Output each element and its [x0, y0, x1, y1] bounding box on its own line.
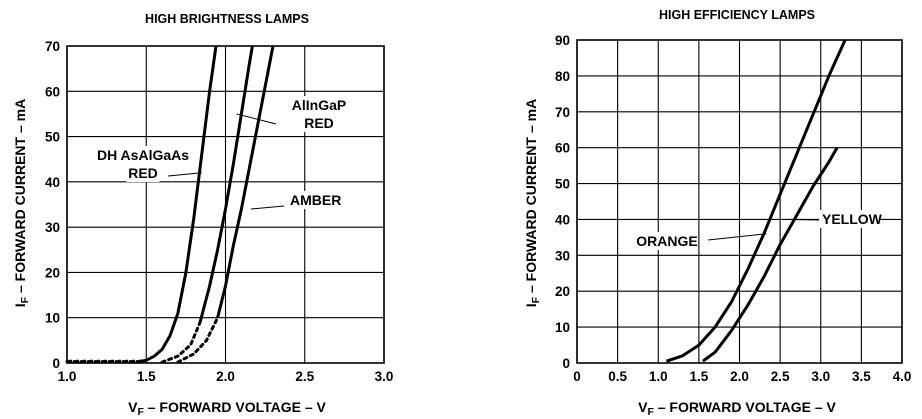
x-tick-label: 3.0 — [375, 369, 394, 384]
annotation-backdrop — [637, 232, 697, 250]
y-tick-label: 30 — [555, 248, 570, 263]
series-annotation-label: RED — [128, 165, 158, 181]
tick-labels: 0 0.5 1.0 1.5 2.0 2.5 3.0 3.5 4.0 0 10 20 30 40 50 60 70… — [555, 33, 911, 384]
x-tick-label: 2.5 — [295, 369, 314, 384]
x-axis-label: VF – FORWARD VOLTAGE – V — [638, 399, 836, 418]
y-axis-label: IF – FORWARD CURRENT – mA — [12, 99, 31, 307]
y-tick-label: 60 — [45, 84, 60, 99]
series-line-dotted-alingap-red — [160, 320, 202, 364]
x-tick-label: 1.0 — [649, 369, 668, 384]
x-tick-label: 1.5 — [689, 369, 708, 384]
series-annotation-label: AMBER — [290, 192, 341, 208]
series-annotation-label: RED — [304, 115, 334, 131]
y-tick-label: 60 — [555, 141, 570, 156]
x-tick-label: 3.5 — [852, 369, 871, 384]
annotation-leader-line — [789, 218, 820, 221]
series-line-yellow — [702, 146, 839, 363]
y-tick-label: 80 — [555, 69, 570, 84]
y-tick-label: 50 — [555, 177, 570, 192]
annotation-leader-line — [707, 233, 767, 241]
y-tick-label: 0 — [562, 356, 570, 371]
chart-title-high-efficiency: HIGH EFFICIENCY LAMPS — [659, 8, 815, 22]
series-annotation-label: AlInGaP — [292, 97, 346, 113]
x-tick-label: 2.5 — [771, 369, 790, 384]
annotation-backdrop — [287, 191, 338, 209]
chart-title-high-brightness: HIGH BRIGHTNESS LAMPS — [145, 12, 309, 26]
y-tick-label: 20 — [555, 284, 570, 299]
x-tick-label: 0 — [573, 369, 581, 384]
x-tick-label: 0.5 — [608, 369, 627, 384]
x-tick-label: 1.0 — [58, 369, 77, 384]
series-line-dh-asalgaas-red — [138, 45, 218, 364]
annotation-backdrop — [302, 114, 336, 132]
y-tick-label: 10 — [555, 320, 570, 335]
series-annotation-label: YELLOW — [822, 211, 883, 227]
annotation-backdrop — [90, 146, 196, 164]
x-tick-label: 4.0 — [893, 369, 912, 384]
annotation-group: DH AsAlGaAs RED AlInGaP RED AMBER — [90, 96, 354, 210]
chart-high-brightness-lamps: HIGH BRIGHTNESS LAMPS DH AsAlGaAs RED AlIn… — [12, 12, 393, 418]
annotation-backdrop — [819, 210, 879, 228]
y-tick-label: 70 — [555, 105, 570, 120]
x-tick-label: 1.5 — [137, 369, 156, 384]
y-tick-label: 40 — [45, 175, 60, 190]
y-axis-label: IF – FORWARD CURRENT – mA — [523, 99, 542, 307]
y-tick-label: 30 — [45, 220, 60, 235]
series-line-amber — [216, 45, 275, 319]
y-tick-label: 50 — [45, 130, 60, 145]
annotation-leader-line — [250, 205, 285, 210]
x-tick-label: 2.0 — [730, 369, 749, 384]
chart-high-efficiency-lamps: HIGH EFFICIENCY LAMPS ORANGE YELLOW 0 0.5 1… — [523, 8, 911, 418]
x-tick-label: 2.0 — [216, 369, 235, 384]
series-annotation-label: ORANGE — [636, 233, 697, 249]
y-tick-label: 0 — [52, 356, 60, 371]
annotation-leader-line — [167, 172, 202, 177]
y-tick-label: 10 — [45, 311, 60, 326]
plot-frame — [576, 39, 903, 364]
x-axis-label: VF – FORWARD VOLTAGE – V — [128, 399, 326, 418]
annotation-group: ORANGE YELLOW — [636, 210, 883, 250]
annotation-leader-line — [236, 113, 277, 125]
tick-labels: 1.0 1.5 2.0 2.5 3.0 0 10 20 30 40 50 60 70 — [45, 39, 393, 384]
annotation-backdrop — [284, 96, 354, 114]
grid — [576, 39, 903, 364]
series-annotation-label: DH AsAlGaAs — [97, 147, 189, 163]
series-line-alingap-red — [198, 45, 254, 323]
y-tick-label: 20 — [45, 265, 60, 280]
series-line-orange — [665, 39, 847, 363]
y-tick-label: 90 — [555, 33, 570, 48]
y-tick-label: 40 — [555, 212, 570, 227]
series-group — [665, 39, 847, 363]
series-group — [65, 45, 275, 364]
x-tick-label: 3.0 — [811, 369, 830, 384]
plot-frame — [66, 45, 385, 364]
grid — [66, 45, 385, 364]
annotation-backdrop — [126, 164, 160, 182]
y-tick-label: 70 — [45, 39, 60, 54]
series-line-dotted-amber — [176, 316, 220, 364]
